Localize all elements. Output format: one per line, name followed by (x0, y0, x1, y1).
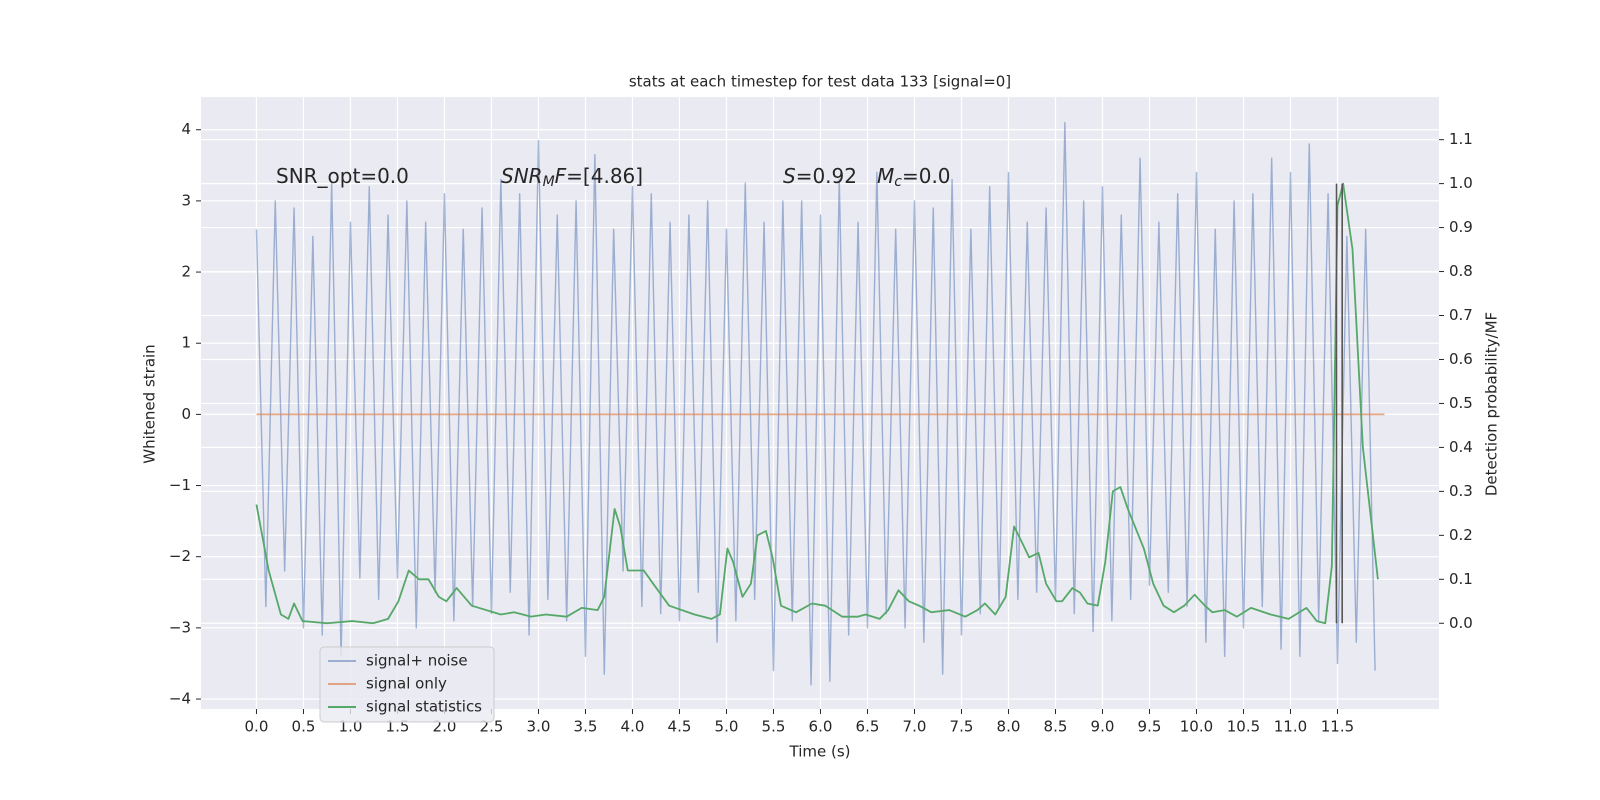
y2-tick-label: 0.4 (1449, 438, 1473, 456)
annotation-part: S (783, 164, 796, 188)
y-tick-label: 4 (181, 120, 191, 138)
y-tick-label: −2 (169, 547, 191, 565)
legend-label: signal statistics (366, 698, 482, 716)
legend-box (319, 646, 495, 723)
y2-tick-label: 0.7 (1449, 306, 1473, 324)
x-tick-label: 5.0 (715, 718, 739, 736)
y2-tick-label: 1.0 (1449, 174, 1473, 192)
y2-tick-label: 0.0 (1449, 614, 1473, 632)
y2-tick-label: 0.2 (1449, 526, 1473, 544)
x-tick-label: 4.5 (668, 718, 692, 736)
x-tick-label: 0.0 (245, 718, 269, 736)
x-tick-label: 9.0 (1091, 718, 1115, 736)
x-tick-label: 7.0 (903, 718, 927, 736)
annotation: SNR_opt=0.0 (276, 164, 409, 188)
y-tick-label: −1 (169, 476, 191, 494)
x-tick-label: 8.5 (1044, 718, 1068, 736)
y2-tick-label: 0.5 (1449, 394, 1473, 412)
y2-tick-label: 0.9 (1449, 218, 1473, 236)
annotation-part: M (877, 164, 894, 188)
x-tick-label: 8.0 (997, 718, 1021, 736)
y2-axis-label: Detection probability/MF (1483, 312, 1501, 496)
annotations: SNR_opt=0.0 SNRMF=[4.86] S=0.92 Mc=0.0 (276, 164, 951, 191)
y-tick-label: −4 (169, 690, 191, 708)
annotation-part: SNR_opt=0.0 (276, 164, 409, 188)
annotation-part: =0.92 (796, 164, 857, 188)
y-axis-label: Whitened strain (141, 344, 159, 463)
annotation-part: M (543, 174, 555, 190)
y2-tick-label: 1.1 (1449, 130, 1473, 148)
legend-label: signal only (366, 675, 447, 693)
x-tick-label: 7.5 (950, 718, 974, 736)
x-tick-label: 11.5 (1321, 718, 1354, 736)
x-tick-label: 3.5 (574, 718, 598, 736)
y2-tick-label: 0.8 (1449, 262, 1473, 280)
x-tick-label: 10.5 (1227, 718, 1260, 736)
annotation: Mc=0.0 (877, 164, 951, 191)
series-line (255, 121, 1376, 686)
y-tick-label: 1 (181, 334, 191, 352)
x-tick-label: 5.5 (762, 718, 786, 736)
legend: signal+ noise signal only signal statistic… (319, 646, 495, 723)
annotation-part: c (894, 174, 902, 190)
x-tick-label: 11.0 (1274, 718, 1307, 736)
x-tick-label: 6.0 (809, 718, 833, 736)
x-tick-label: 4.0 (621, 718, 645, 736)
x-tick-label: 10.0 (1180, 718, 1213, 736)
annotation-part: SNR (501, 164, 543, 188)
legend-label: signal+ noise (366, 652, 468, 670)
x-tick-label: 9.5 (1138, 718, 1162, 736)
marks (255, 121, 1385, 686)
x-tick-label: 6.5 (856, 718, 880, 736)
y2-tick-label: 0.6 (1449, 350, 1473, 368)
y-tick-label: −3 (169, 618, 191, 636)
x-axis-label: Time (s) (789, 743, 851, 761)
y-tick-label: 2 (181, 263, 191, 281)
annotation-part: F (555, 164, 567, 188)
chart-title: stats at each timestep for test data 133… (629, 73, 1011, 91)
annotation-part: =0.0 (902, 164, 951, 188)
y-tick-label: 3 (181, 191, 191, 209)
x-tick-label: 3.0 (527, 718, 551, 736)
y2-tick-label: 0.1 (1449, 570, 1473, 588)
y2-tick-label: 0.3 (1449, 482, 1473, 500)
series-line (255, 182, 1379, 625)
annotation-part: =[4.86] (566, 164, 643, 188)
y-tick-label: 0 (181, 405, 191, 423)
x-tick-label: 0.5 (292, 718, 316, 736)
annotation: SNRMF=[4.86] (501, 164, 643, 191)
annotation: S=0.92 (783, 164, 857, 188)
